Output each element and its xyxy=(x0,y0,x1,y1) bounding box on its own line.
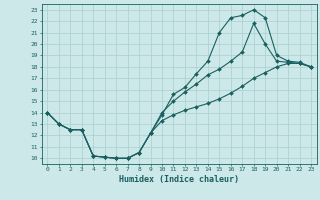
X-axis label: Humidex (Indice chaleur): Humidex (Indice chaleur) xyxy=(119,175,239,184)
